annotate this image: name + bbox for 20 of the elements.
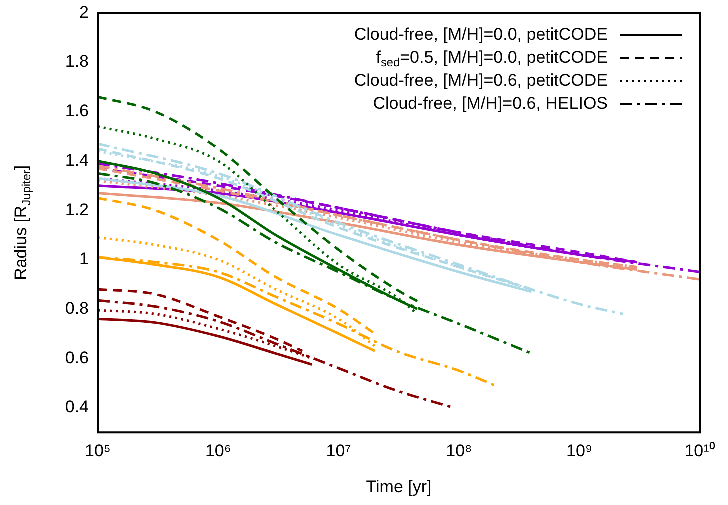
y-axis-title: Radius [RJupiter]: [12, 165, 34, 280]
legend-label: Cloud-free, [M/H]=0.6, HELIOS: [373, 94, 608, 113]
x-axis-title: Time [yr]: [366, 478, 432, 497]
y-tick-label: 0.6: [65, 348, 89, 368]
y-tick-label: 0.4: [65, 398, 89, 417]
y-tick-label: 1: [80, 250, 89, 269]
y-tick-label: 1.4: [65, 150, 89, 170]
y-tick-label: 1.8: [65, 52, 89, 72]
legend-label: Cloud-free, [M/H]=0.0, petitCODE: [354, 24, 608, 44]
x-tick-label: 10⁸: [446, 441, 472, 460]
x-tick-label: 10⁵: [85, 441, 111, 460]
x-tick-label: 10⁷: [326, 441, 352, 460]
y-tick-label: 0.8: [65, 298, 89, 318]
x-tick-label: 10⁶: [205, 441, 232, 460]
y-tick-label: 1.2: [65, 200, 89, 220]
x-tick-label: 10⁹: [566, 441, 593, 460]
legend-label: Cloud-free, [M/H]=0.6, petitCODE: [354, 70, 608, 90]
y-tick-label: 2: [80, 2, 89, 22]
y-tick-label: 1.6: [65, 102, 89, 121]
x-tick-label: 10¹⁰: [684, 441, 716, 460]
